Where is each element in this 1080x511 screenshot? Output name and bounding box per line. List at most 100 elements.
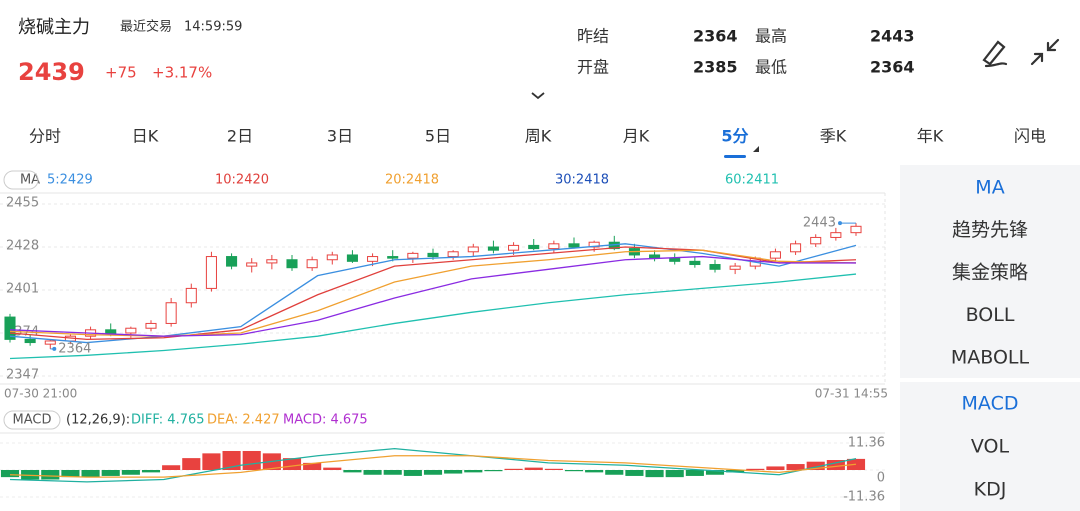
indicator-badge[interactable]: MACD bbox=[13, 413, 52, 428]
macd-bar bbox=[242, 450, 261, 470]
candle-body bbox=[4, 316, 16, 340]
candle-body bbox=[769, 251, 781, 259]
ma-legend: 60:2411 bbox=[725, 173, 779, 188]
tab[interactable]: 分时 bbox=[29, 127, 61, 146]
candle-body bbox=[669, 257, 681, 262]
macd-bar bbox=[403, 470, 422, 476]
ma-line bbox=[9, 246, 857, 341]
tab[interactable]: 周K bbox=[525, 127, 552, 146]
macd-bar bbox=[343, 470, 362, 473]
price: 2439 bbox=[18, 58, 85, 86]
candle-body bbox=[346, 254, 358, 262]
ma-legend: 30:2418 bbox=[555, 173, 609, 188]
macd-bar bbox=[41, 470, 60, 480]
candle-body bbox=[508, 244, 520, 251]
y-tick-label: 2401 bbox=[6, 282, 39, 297]
macd-bar bbox=[61, 470, 80, 478]
macd-bar bbox=[504, 468, 523, 470]
candle-body bbox=[246, 262, 258, 267]
collapse-icon[interactable] bbox=[1030, 38, 1060, 66]
macd-bar bbox=[383, 470, 402, 475]
side-menu-item[interactable]: 集金策略 bbox=[952, 262, 1028, 284]
tab[interactable]: 月K bbox=[623, 127, 650, 146]
macd-bar bbox=[81, 470, 100, 478]
macd-bar bbox=[625, 470, 644, 476]
candle-body bbox=[44, 340, 56, 345]
candle-body bbox=[326, 254, 338, 261]
change-pct: +3.17% bbox=[152, 64, 212, 82]
macd-bar bbox=[564, 470, 584, 472]
macd-bar bbox=[786, 464, 805, 470]
side-menu-item[interactable]: 趋势先锋 bbox=[952, 219, 1028, 241]
low-dot bbox=[52, 346, 57, 351]
stat-label: 最低 bbox=[755, 58, 787, 77]
y-tick-label: 2347 bbox=[6, 368, 39, 383]
macd-bar bbox=[826, 460, 845, 470]
macd-bar bbox=[323, 467, 342, 470]
side-menu-item[interactable]: KDJ bbox=[974, 479, 1007, 501]
indicator-badge[interactable]: MA bbox=[20, 173, 40, 188]
candle-body bbox=[226, 256, 238, 267]
candle-body bbox=[830, 232, 842, 238]
side-menu-item[interactable]: MACD bbox=[962, 393, 1019, 415]
stat-value: 2364 bbox=[870, 58, 915, 77]
candle-body bbox=[367, 256, 379, 262]
macd-bar bbox=[726, 470, 745, 473]
tab[interactable]: 年K bbox=[917, 127, 944, 146]
macd-bar bbox=[605, 470, 624, 475]
macd-bar bbox=[524, 467, 543, 470]
time: 14:59:59 bbox=[184, 20, 242, 35]
expand-chevron[interactable] bbox=[531, 92, 545, 100]
tab[interactable]: 闪电 bbox=[1014, 127, 1046, 146]
macd-legend: DEA: 2.427 bbox=[207, 413, 280, 428]
macd-bar bbox=[685, 470, 704, 476]
macd-bar bbox=[363, 470, 382, 475]
y-tick-label: 2428 bbox=[6, 239, 39, 254]
change: +75 bbox=[105, 64, 137, 82]
macd-bar bbox=[222, 450, 241, 470]
y-tick-label: -11.36 bbox=[843, 490, 885, 505]
macd-bar bbox=[746, 468, 765, 470]
x-label: 07-31 14:55 bbox=[815, 387, 888, 401]
candle-body bbox=[165, 302, 177, 324]
macd-bar bbox=[806, 461, 825, 470]
draw-icon[interactable] bbox=[982, 40, 1008, 68]
candle-body bbox=[447, 251, 459, 258]
candle-body bbox=[850, 225, 862, 234]
side-menu-item[interactable]: MA bbox=[975, 177, 1004, 199]
candle-body bbox=[105, 329, 117, 334]
tab[interactable]: 5日 bbox=[425, 127, 451, 146]
tab[interactable]: 季K bbox=[820, 127, 847, 146]
candle-body bbox=[709, 264, 721, 270]
candle-body bbox=[729, 265, 741, 270]
low-label: 2364 bbox=[58, 341, 91, 356]
macd-bar bbox=[423, 470, 443, 475]
macd-bar bbox=[0, 470, 20, 478]
ma-line bbox=[9, 273, 857, 360]
tab[interactable]: 2日 bbox=[227, 127, 253, 146]
macd-bar bbox=[303, 462, 322, 470]
ma-line bbox=[9, 255, 856, 337]
stat-value: 2385 bbox=[693, 58, 738, 77]
macd-bar bbox=[202, 453, 221, 470]
candle-body bbox=[145, 322, 157, 329]
tab[interactable]: 3日 bbox=[327, 127, 353, 146]
macd-bar bbox=[282, 458, 302, 470]
y-tick-label: 11.36 bbox=[848, 436, 885, 451]
tab[interactable]: 日K bbox=[132, 127, 159, 146]
macd-params: (12,26,9): bbox=[66, 413, 130, 428]
macd-bar bbox=[544, 468, 563, 470]
side-menu-item[interactable]: MABOLL bbox=[951, 347, 1030, 369]
candle-body bbox=[467, 246, 479, 253]
ma-line bbox=[9, 243, 857, 344]
badge-outline bbox=[3, 410, 61, 430]
side-menu-item[interactable]: BOLL bbox=[966, 304, 1015, 326]
tab[interactable]: 5分 bbox=[721, 127, 748, 146]
tab-underline bbox=[724, 155, 746, 158]
candle-body bbox=[407, 252, 419, 259]
macd-bar bbox=[162, 465, 181, 470]
macd-bar bbox=[141, 470, 161, 473]
macd-bar bbox=[585, 470, 604, 473]
candle-body bbox=[487, 246, 499, 251]
side-menu-item[interactable]: VOL bbox=[971, 436, 1010, 458]
